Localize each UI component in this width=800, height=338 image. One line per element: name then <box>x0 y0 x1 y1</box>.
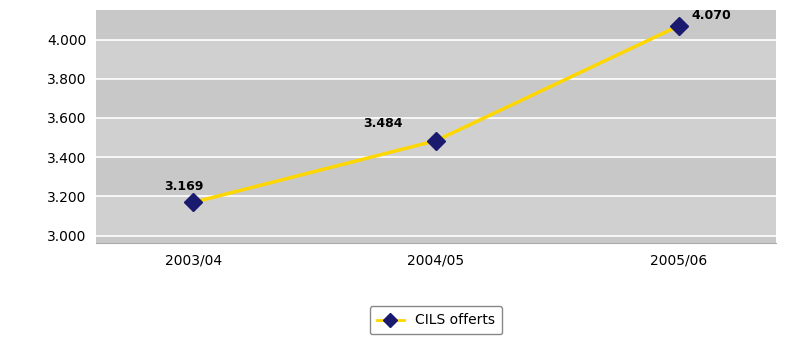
Bar <box>96 157 776 196</box>
Bar <box>96 40 776 79</box>
Bar <box>96 79 776 118</box>
Text: 4.070: 4.070 <box>691 9 730 22</box>
Text: 3.484: 3.484 <box>363 117 402 130</box>
Legend: CILS offerts: CILS offerts <box>370 307 502 334</box>
Bar <box>96 10 776 40</box>
Text: 3.169: 3.169 <box>164 179 203 193</box>
Bar <box>96 236 776 243</box>
Bar <box>96 196 776 236</box>
Bar <box>96 118 776 157</box>
